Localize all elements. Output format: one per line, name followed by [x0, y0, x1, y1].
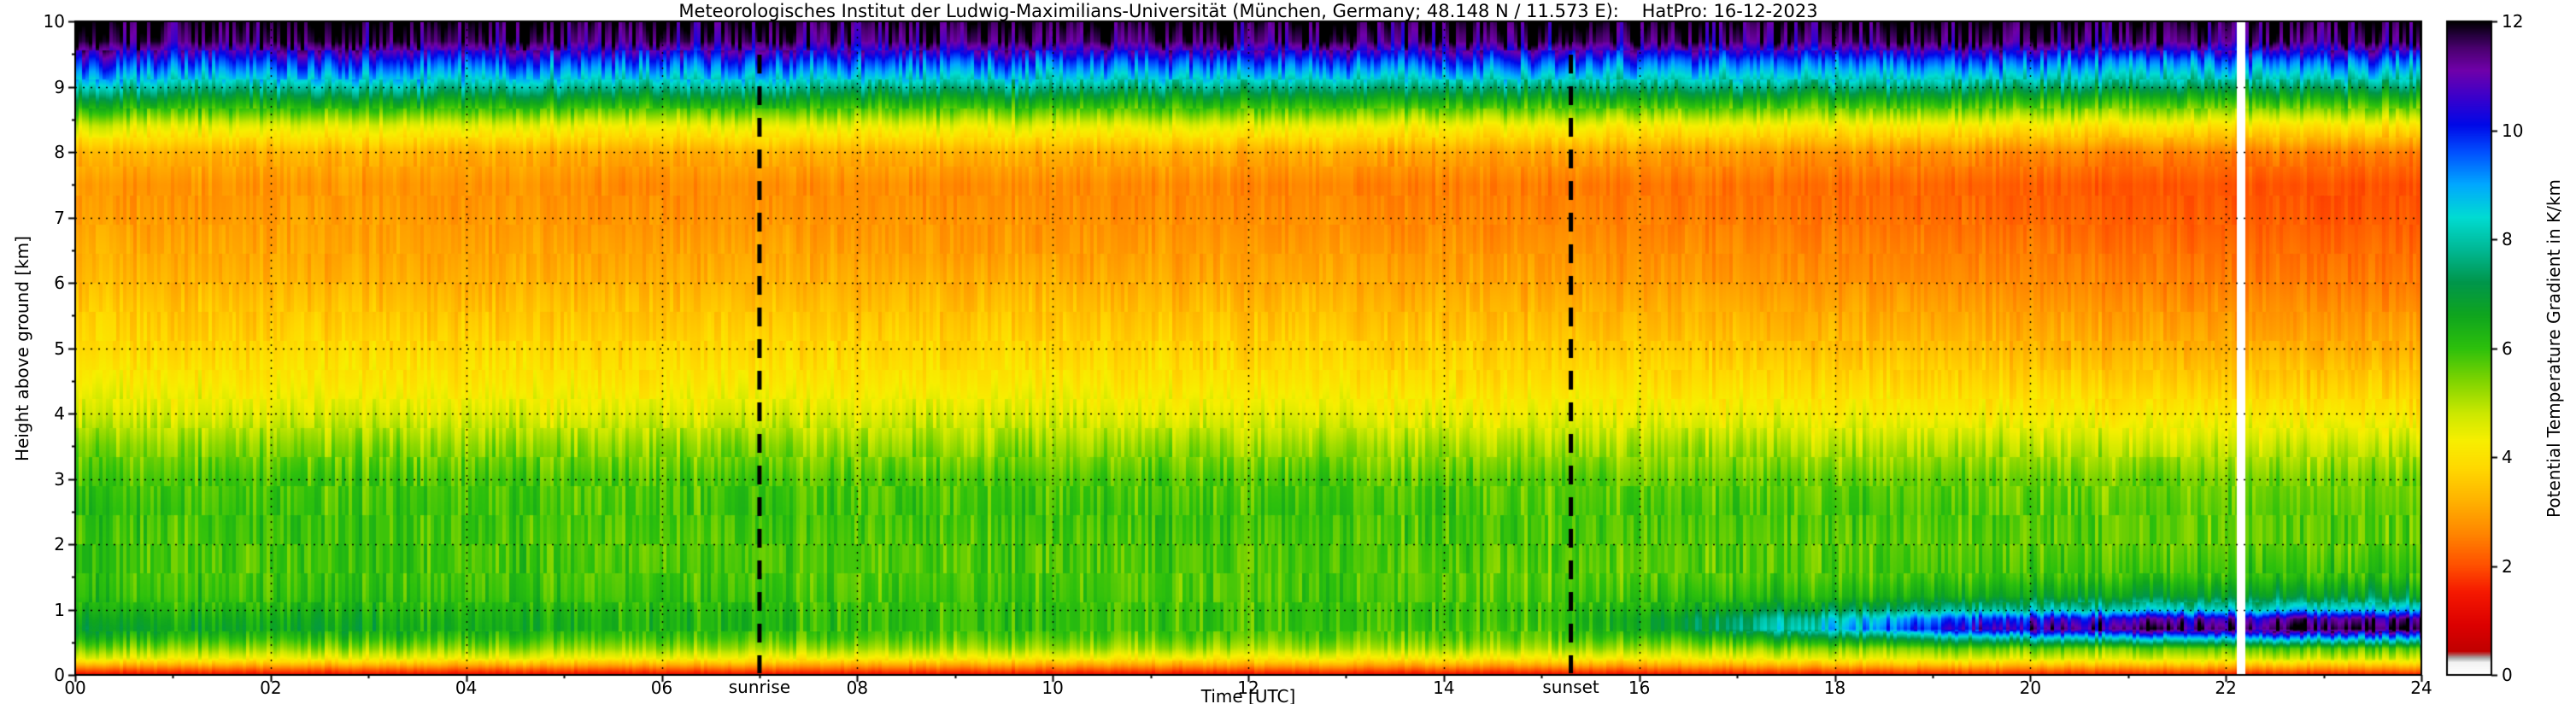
x-tick-label: 00: [64, 678, 86, 698]
colorbar-label: Potential Temperature Gradient in K/km: [2544, 179, 2564, 518]
y-tick-label: 2: [54, 534, 65, 554]
y-tick-label: 1: [54, 599, 65, 620]
sunset-label: sunset: [1542, 677, 1599, 697]
colorbar-tick-label: 10: [2502, 120, 2524, 141]
x-tick-label: 16: [1628, 678, 1651, 698]
x-tick-label: 12: [1237, 678, 1259, 698]
y-tick-label: 0: [54, 665, 65, 685]
y-tick-label: 3: [54, 468, 65, 490]
chart-title: Meteorologisches Institut der Ludwig-Max…: [678, 1, 1818, 21]
x-tick-label: 02: [260, 678, 282, 698]
y-tick-label: 7: [54, 207, 65, 228]
y-tick-label: 5: [54, 337, 65, 359]
y-tick-label: 9: [54, 76, 65, 97]
colorbar-tick-label: 4: [2502, 447, 2513, 467]
colorbar-tick-label: 0: [2502, 665, 2513, 685]
x-tick-label: 04: [455, 678, 478, 698]
x-tick-label: 08: [846, 678, 869, 698]
x-tick-label: 20: [2019, 678, 2042, 698]
x-tick-label: 24: [2410, 678, 2432, 698]
x-axis-label: Time [UTC]: [1200, 686, 1296, 704]
x-tick-label: 22: [2215, 678, 2237, 698]
x-tick-label: 18: [1823, 678, 1846, 698]
x-tick-label: 10: [1042, 678, 1064, 698]
x-tick-label: 14: [1433, 678, 1455, 698]
colorbar-tick-label: 6: [2502, 337, 2513, 359]
y-tick-label: 6: [54, 273, 65, 293]
colorbar-tick-label: 12: [2502, 11, 2524, 32]
sunrise-label: sunrise: [728, 677, 791, 697]
colorbar-tick-label: 2: [2502, 555, 2513, 577]
y-tick-label: 8: [54, 142, 65, 162]
y-tick-label: 4: [54, 403, 65, 424]
y-tick-label: 10: [43, 11, 65, 32]
colorbar-tick-label: 8: [2502, 229, 2513, 249]
x-tick-label: 06: [650, 678, 673, 698]
